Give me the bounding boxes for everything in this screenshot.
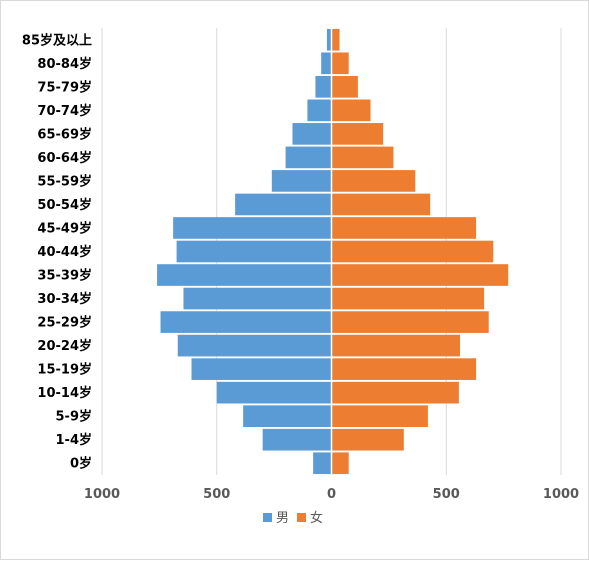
bar-male-5 — [285, 146, 332, 169]
category-label: 15-19岁 — [37, 362, 92, 378]
bar-female-5 — [331, 146, 394, 169]
legend-label-0: 男 — [276, 511, 289, 526]
bar-male-17 — [262, 428, 332, 451]
x-tick-label: 1000 — [84, 487, 120, 502]
bar-male-3 — [307, 99, 332, 122]
category-label: 0岁 — [70, 456, 92, 472]
bar-male-18 — [313, 452, 332, 475]
legend-swatch-0 — [263, 513, 272, 522]
bar-female-2 — [331, 75, 358, 98]
category-label: 65-69岁 — [37, 126, 92, 142]
bar-male-10 — [157, 264, 332, 286]
bars — [157, 28, 509, 475]
bar-male-11 — [183, 287, 332, 310]
bar-female-0 — [331, 28, 340, 51]
category-label: 5-9岁 — [56, 409, 93, 425]
bar-female-12 — [331, 311, 489, 333]
x-tick-label: 0 — [327, 487, 336, 502]
category-labels: 85岁及以上 80-84岁 75-79岁 70-74岁 65-69岁 60-64岁 55-5… — [22, 32, 92, 471]
bar-female-17 — [331, 428, 404, 451]
category-label: 45-49岁 — [37, 220, 92, 236]
category-label: 1-4岁 — [56, 432, 93, 448]
bar-male-14 — [191, 358, 332, 380]
category-label: 10-14岁 — [37, 385, 92, 401]
bar-male-12 — [160, 311, 332, 333]
category-label: 30-34岁 — [37, 291, 92, 307]
bar-male-1 — [321, 52, 332, 75]
bar-female-15 — [331, 381, 459, 404]
bar-female-4 — [331, 123, 384, 145]
bar-male-4 — [292, 123, 332, 145]
category-label: 60-64岁 — [37, 150, 92, 166]
legend: 男女 — [263, 510, 323, 526]
bar-female-11 — [331, 287, 485, 310]
category-label: 50-54岁 — [37, 197, 92, 213]
legend-label-1: 女 — [310, 510, 323, 526]
bar-male-2 — [315, 75, 332, 98]
bar-female-10 — [331, 264, 509, 286]
category-label: 55-59岁 — [37, 173, 92, 189]
bar-female-18 — [331, 452, 349, 475]
bar-female-13 — [331, 334, 461, 357]
category-label: 35-39岁 — [37, 268, 92, 284]
x-tick-labels: 1000 500 0 500 1000 — [84, 487, 579, 502]
bar-male-7 — [235, 193, 332, 216]
legend-swatch-1 — [297, 513, 306, 522]
category-label: 70-74岁 — [37, 103, 92, 119]
category-label: 80-84岁 — [37, 56, 92, 72]
bar-female-1 — [331, 52, 349, 75]
bar-male-0 — [326, 28, 332, 51]
bar-female-16 — [331, 405, 428, 428]
bar-male-8 — [173, 217, 332, 239]
bar-male-16 — [243, 405, 332, 428]
category-label: 25-29岁 — [37, 315, 92, 331]
bar-female-8 — [331, 217, 477, 239]
bar-male-13 — [177, 334, 332, 357]
category-label: 85岁及以上 — [22, 32, 92, 48]
bar-female-9 — [331, 240, 494, 263]
bar-female-3 — [331, 99, 371, 122]
bar-female-6 — [331, 170, 416, 192]
category-label: 20-24岁 — [37, 338, 92, 354]
bar-male-6 — [271, 170, 332, 192]
x-tick-label: 500 — [203, 487, 230, 502]
x-tick-label: 500 — [433, 487, 460, 502]
bar-male-15 — [216, 381, 332, 404]
bar-female-14 — [331, 358, 477, 380]
bar-female-7 — [331, 193, 431, 216]
bar-male-9 — [176, 240, 332, 263]
x-tick-label: 1000 — [543, 487, 579, 502]
category-label: 75-79岁 — [37, 79, 92, 95]
category-label: 40-44岁 — [37, 244, 92, 260]
